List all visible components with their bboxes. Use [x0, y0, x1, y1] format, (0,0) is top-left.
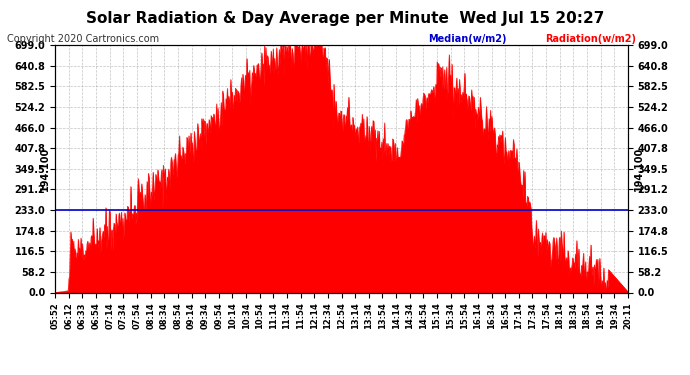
Text: 194.100: 194.100	[633, 147, 644, 191]
Text: 194.100: 194.100	[39, 147, 50, 191]
Text: Solar Radiation & Day Average per Minute  Wed Jul 15 20:27: Solar Radiation & Day Average per Minute…	[86, 11, 604, 26]
Text: Median(w/m2): Median(w/m2)	[428, 34, 506, 44]
Text: Radiation(w/m2): Radiation(w/m2)	[545, 34, 636, 44]
Text: Copyright 2020 Cartronics.com: Copyright 2020 Cartronics.com	[7, 34, 159, 44]
